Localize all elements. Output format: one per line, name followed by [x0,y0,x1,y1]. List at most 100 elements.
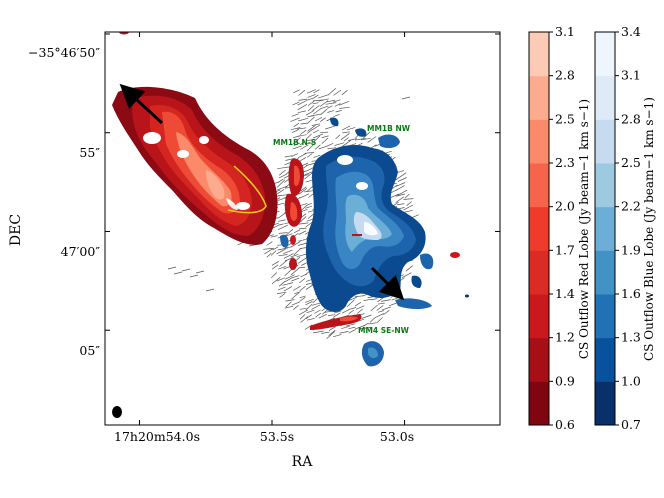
x-tick-label: 17h20m54.0s [114,429,200,444]
polarization-vector [299,314,306,320]
polarization-vector [306,139,315,142]
colorbar-band [529,75,549,120]
polarization-vector [304,190,314,193]
polarization-vector [341,140,352,147]
polarization-vector [343,137,349,142]
colorbar-tick-label: 2.2 [621,199,641,214]
colorbar-band [595,337,615,382]
polarization-vector [312,99,324,102]
colorbar-tick-label: 2.8 [555,68,575,83]
polarization-vector [283,286,293,292]
polarization-vector [320,105,329,110]
polarization-vector [313,330,324,334]
polarization-vector [299,193,310,199]
colorbar-band [595,206,615,251]
polarization-vector [333,113,340,117]
polarization-vector [271,277,281,285]
polarization-vector [293,122,300,127]
colorbar-blue: 0.7 1.0 1.3 1.6 1.9 2.2 2.5 2.8 3.1 3.4 [594,24,641,432]
colorbar-blue-label: CS Outflow Blue Lobe (Jy beam−1 km s−1) [642,97,656,361]
polarization-vector [305,179,314,183]
x-tick-label: 53.5s [260,429,294,444]
polarization-vector [181,268,191,272]
polarization-vector [305,314,312,319]
polarization-vector [397,189,408,196]
polarization-vector [334,142,345,146]
colorbar-band [529,206,549,251]
polarization-vector [380,299,391,302]
polarization-vector [292,101,300,106]
x-axis-title: RA [292,454,314,470]
polarization-vector [397,177,407,182]
polarization-vector [189,274,199,278]
polarization-vector [298,188,308,195]
polarization-vector [368,322,377,325]
polarization-vector [278,219,286,222]
polarization-vector [311,304,321,310]
polarization-vector [298,98,308,101]
polarization-vector [389,193,400,199]
annotation-mm4-se-nw: MM4 SE-NW [358,326,410,335]
colorbar-tick-label: 2.3 [555,155,575,170]
polarization-vector [327,110,335,113]
polarization-vector [284,155,293,158]
polarization-vector [284,274,295,280]
polarization-vector [335,134,341,140]
polarization-vector [340,133,350,141]
polarization-vector [301,262,308,266]
polarization-vector [307,105,315,112]
polarization-vector [326,105,333,109]
colorbar-band [529,163,549,208]
polarization-vector [342,309,349,314]
polarization-vector [307,209,315,213]
colorbar-frame [528,31,550,426]
polarization-vector [292,145,302,150]
polarization-vector [293,285,301,291]
polarization-vector [305,97,314,101]
polarization-vector [297,100,306,106]
polarization-vector [300,157,307,162]
colorbar-tick-label: 1.3 [621,330,641,345]
polarization-vector [291,153,299,157]
polarization-vector [312,133,324,139]
polarization-vector [348,307,357,310]
polarization-vector [396,172,407,180]
polarization-vector [313,135,321,143]
polarization-vector [318,145,328,150]
polarization-vector [305,142,314,145]
colorbar-red-label: CS Outflow Red Lobe (Jy beam−1 km s−1) [577,99,591,359]
polarization-vector [284,305,294,309]
polarization-vector [272,246,279,251]
polarization-vector [374,313,384,319]
colorbar-band [529,337,549,382]
polarization-vector [298,117,309,122]
polarization-vector [334,103,341,107]
beam-ellipse [112,406,122,418]
polarization-vector [300,144,309,150]
polarization-vector [307,125,316,132]
polarization-vector [298,278,306,284]
polarization-vector [278,254,288,257]
colorbar-tick-label: 1.6 [621,286,641,301]
polarization-vector [300,186,307,192]
polarization-vector [315,312,322,318]
polarization-vector [167,266,177,270]
polarization-vector [318,313,327,319]
map-image [112,32,469,418]
polarization-vector [363,298,371,301]
polarization-vector [278,169,286,176]
colorbar-tick-label: 3.1 [555,24,575,39]
polarization-vector [276,291,287,294]
polarization-vector [306,162,316,166]
polarization-vector [306,153,313,158]
polarization-vector [283,253,294,259]
polarization-vector [270,235,278,238]
polarization-vector [277,247,289,251]
polarization-vector [292,137,301,145]
polarization-vector [313,94,319,99]
polarization-vector [278,265,287,270]
polarization-vector [284,268,294,277]
polarization-vector [297,152,307,159]
polarization-vector [314,309,321,314]
polarization-vector [305,221,313,228]
